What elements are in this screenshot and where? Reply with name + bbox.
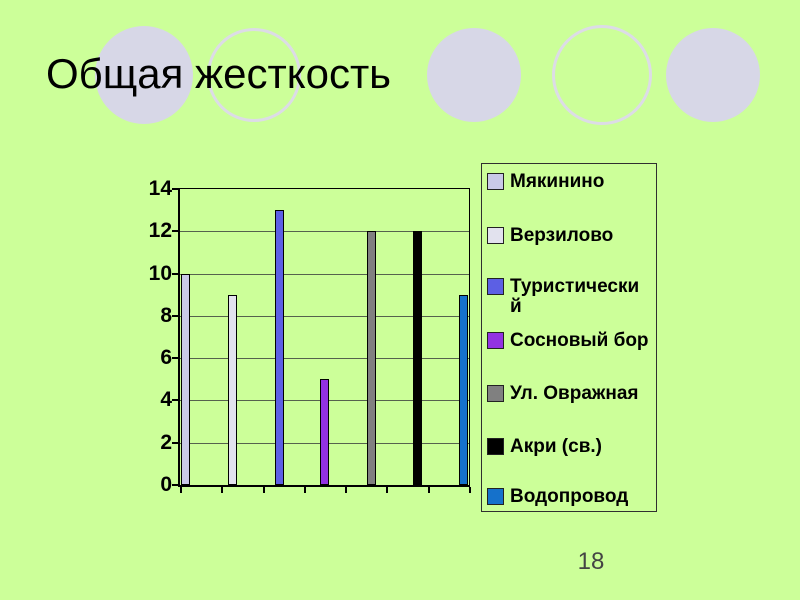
y-tick-label-4: 4 xyxy=(160,388,172,412)
y-tick-label-6: 6 xyxy=(160,346,172,370)
chart-legend-box xyxy=(481,163,657,512)
gridline-10 xyxy=(180,273,469,275)
y-tick-label-2: 2 xyxy=(160,430,172,454)
legend-label-5: Акри (св.) xyxy=(510,436,602,457)
x-tick-mark-4 xyxy=(345,487,347,493)
y-tick-label-8: 8 xyxy=(160,303,172,327)
bar-6 xyxy=(459,295,468,485)
y-tick-mark-2 xyxy=(172,441,178,444)
slide-page-number: 18 xyxy=(577,548,605,575)
legend-swatch-0 xyxy=(487,173,504,190)
legend-item-2: Туристически й xyxy=(487,277,639,317)
y-tick-label-14: 14 xyxy=(148,177,172,200)
y-tick-mark-8 xyxy=(172,314,178,317)
legend-swatch-4 xyxy=(487,385,504,402)
bar-4 xyxy=(367,231,376,485)
decor-circle-outlined-1 xyxy=(207,28,301,122)
y-tick-mark-0 xyxy=(172,484,178,486)
legend-label-6: Водопровод xyxy=(510,486,629,507)
legend-label-2: Туристически й xyxy=(510,276,640,317)
slide-title: Общая жесткость xyxy=(46,50,392,97)
legend-swatch-2 xyxy=(487,278,504,295)
legend-item-1: Верзилово xyxy=(487,226,613,246)
bar-0 xyxy=(181,274,190,485)
y-tick-mark-4 xyxy=(172,399,178,402)
bar-3 xyxy=(320,379,329,485)
decor-circle-filled-3 xyxy=(666,28,760,122)
bar-1 xyxy=(228,295,237,485)
legend-item-5: Акри (св.) xyxy=(487,437,602,457)
x-tick-mark-0 xyxy=(180,487,182,493)
legend-label-1: Верзилово xyxy=(510,225,614,246)
legend-item-0: Мякинино xyxy=(487,172,604,192)
y-tick-mark-6 xyxy=(172,357,178,360)
legend-swatch-6 xyxy=(487,488,504,505)
bar-5 xyxy=(413,231,422,485)
legend-label-3: Сосновый бор xyxy=(510,330,649,351)
legend-label-4: Ул. Овражная xyxy=(510,383,639,404)
decor-circle-filled-1 xyxy=(95,26,193,124)
y-tick-label-10: 10 xyxy=(148,261,172,285)
legend-swatch-1 xyxy=(487,227,504,244)
gridline-6 xyxy=(180,358,469,360)
decor-circle-outlined-2 xyxy=(552,25,652,125)
gridline-8 xyxy=(180,315,469,317)
bar-2 xyxy=(275,210,284,485)
y-tick-mark-14 xyxy=(172,188,178,190)
y-tick-label-12: 12 xyxy=(148,219,172,243)
x-tick-mark-6 xyxy=(428,487,430,493)
y-tick-label-0: 0 xyxy=(160,473,172,496)
x-tick-mark-1 xyxy=(221,487,223,493)
y-tick-mark-12 xyxy=(172,230,178,233)
gridline-12 xyxy=(180,231,469,233)
x-tick-mark-7 xyxy=(469,487,471,493)
chart-plot-area xyxy=(178,188,470,487)
legend-swatch-3 xyxy=(487,332,504,349)
x-tick-mark-2 xyxy=(263,487,265,493)
x-tick-mark-3 xyxy=(304,487,306,493)
legend-item-4: Ул. Овражная xyxy=(487,384,638,404)
legend-swatch-5 xyxy=(487,438,504,455)
legend-item-6: Водопровод xyxy=(487,487,628,507)
x-tick-mark-5 xyxy=(386,487,388,493)
legend-label-0: Мякинино xyxy=(510,171,605,192)
y-tick-mark-10 xyxy=(172,272,178,275)
decor-circle-filled-2 xyxy=(427,28,521,122)
legend-item-3: Сосновый бор xyxy=(487,331,649,351)
